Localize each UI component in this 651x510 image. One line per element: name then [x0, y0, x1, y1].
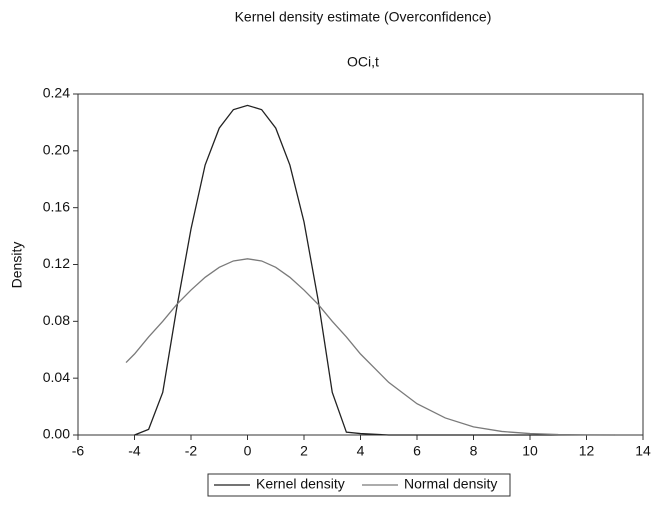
x-tick-label: 8: [470, 443, 478, 459]
x-tick-label: 0: [244, 443, 252, 459]
legend-label: Kernel density: [256, 476, 345, 492]
y-tick-label: 0.20: [43, 142, 70, 158]
legend-label: Normal density: [404, 476, 497, 492]
series-line: [125, 258, 615, 436]
x-tick-label: 10: [522, 443, 538, 459]
chart-subtitle: OCi,t: [347, 54, 379, 70]
legend-box: [207, 473, 511, 497]
x-tick-label: 6: [413, 443, 421, 459]
x-tick-label: -2: [185, 443, 198, 459]
y-axis-label: Density: [9, 242, 25, 289]
y-tick-label: 0.24: [43, 85, 70, 101]
y-tick-label: 0.12: [43, 255, 70, 271]
x-tick-label: 12: [579, 443, 595, 459]
x-tick-label: -4: [128, 443, 141, 459]
y-tick-label: 0.00: [43, 426, 70, 442]
y-tick-label: 0.04: [43, 369, 70, 385]
y-tick-label: 0.08: [43, 312, 70, 328]
series-line: [134, 104, 615, 436]
x-tick-label: 14: [635, 443, 651, 459]
x-tick-label: -6: [72, 443, 85, 459]
x-tick-label: 4: [357, 443, 365, 459]
plot-frame: [77, 93, 644, 436]
y-tick-label: 0.16: [43, 198, 70, 214]
x-tick-label: 2: [300, 443, 308, 459]
chart-title: Kernel density estimate (Overconfidence): [235, 9, 492, 25]
